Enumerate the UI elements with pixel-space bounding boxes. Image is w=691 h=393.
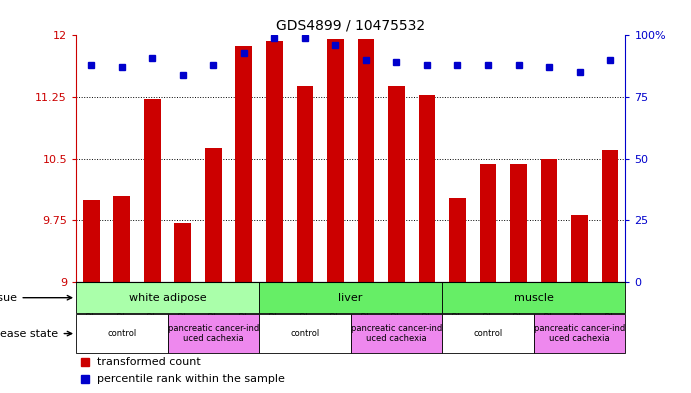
Text: liver: liver xyxy=(339,293,363,303)
Text: pancreatic cancer-ind
uced cachexia: pancreatic cancer-ind uced cachexia xyxy=(351,324,442,343)
Text: percentile rank within the sample: percentile rank within the sample xyxy=(97,374,285,384)
Bar xyxy=(113,196,130,282)
Bar xyxy=(266,41,283,282)
Bar xyxy=(419,95,435,282)
Text: pancreatic cancer-ind
uced cachexia: pancreatic cancer-ind uced cachexia xyxy=(534,324,625,343)
Title: GDS4899 / 10475532: GDS4899 / 10475532 xyxy=(276,19,425,33)
Bar xyxy=(510,163,527,282)
Bar xyxy=(144,99,161,282)
Bar xyxy=(442,282,625,313)
Bar xyxy=(388,86,405,282)
Bar xyxy=(76,314,167,353)
Bar xyxy=(442,314,533,353)
Bar xyxy=(83,200,100,282)
Bar xyxy=(174,223,191,282)
Bar xyxy=(76,282,259,313)
Text: tissue: tissue xyxy=(0,293,72,303)
Text: control: control xyxy=(107,329,136,338)
Bar xyxy=(449,198,466,282)
Bar xyxy=(540,159,558,282)
Bar xyxy=(327,39,344,282)
Bar xyxy=(167,314,259,353)
Bar xyxy=(602,151,618,282)
Bar xyxy=(357,39,375,282)
Bar xyxy=(533,314,625,353)
Text: pancreatic cancer-ind
uced cachexia: pancreatic cancer-ind uced cachexia xyxy=(168,324,259,343)
Text: control: control xyxy=(473,329,502,338)
Bar xyxy=(236,46,252,282)
Bar xyxy=(480,163,496,282)
Text: transformed count: transformed count xyxy=(97,356,201,367)
Bar xyxy=(296,86,313,282)
Bar xyxy=(259,282,442,313)
Bar xyxy=(259,314,350,353)
Text: control: control xyxy=(290,329,319,338)
Bar xyxy=(571,215,588,282)
Text: disease state: disease state xyxy=(0,329,72,339)
Text: muscle: muscle xyxy=(514,293,553,303)
Bar xyxy=(350,314,442,353)
Text: white adipose: white adipose xyxy=(129,293,207,303)
Bar xyxy=(205,148,222,282)
